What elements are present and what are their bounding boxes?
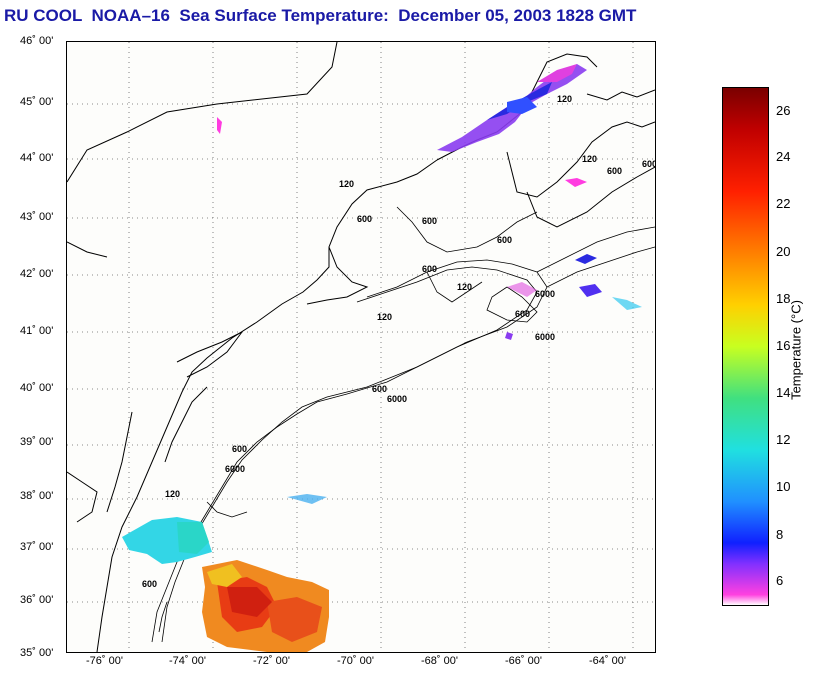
depth-label: 600 — [357, 214, 372, 224]
colorbar-tick: 14 — [776, 385, 791, 400]
lat-label: 40˚ 00' — [20, 382, 54, 394]
depth-label: 6000 — [225, 464, 245, 474]
lat-label: 35˚ 00' — [20, 647, 54, 659]
depth-label: 120 — [557, 94, 572, 104]
depth-label: 6000 — [535, 289, 555, 299]
coastline — [67, 42, 655, 652]
lat-label: 39˚ 00' — [20, 436, 54, 448]
lat-label: 41˚ 00' — [20, 325, 54, 337]
depth-label: 120 — [582, 154, 597, 164]
colorbar-tick: 12 — [776, 432, 791, 447]
lat-label: 43˚ 00' — [20, 211, 54, 223]
colorbar-tick: 24 — [776, 149, 791, 164]
lat-label: 46˚ 00' — [20, 35, 54, 47]
colorbar-tick: 16 — [776, 338, 791, 353]
colorbar-tick: 8 — [776, 527, 784, 542]
lat-label: 38˚ 00' — [20, 490, 54, 502]
depth-label: 600 — [422, 264, 437, 274]
lon-label: -76˚ 00' — [86, 655, 123, 667]
depth-label: 600 — [497, 235, 512, 245]
map-title: RU COOL NOAA–16 Sea Surface Temperature:… — [4, 6, 637, 25]
lon-label: -68˚ 00' — [421, 655, 458, 667]
colorbar-tick: 26 — [776, 103, 791, 118]
depth-label: 120 — [165, 489, 180, 499]
depth-label: 600 — [515, 309, 530, 319]
lat-label: 44˚ 00' — [20, 152, 54, 164]
depth-label: 600 — [372, 384, 387, 394]
depth-label: 6000 — [535, 332, 555, 342]
colorbar-tick: 10 — [776, 479, 791, 494]
depth-label: 120 — [457, 282, 472, 292]
bathymetry-labels: 120 600 600 600 6000 120 600 600 120 600… — [142, 94, 655, 589]
sst-map[interactable]: 120 600 600 600 6000 120 600 600 120 600… — [66, 41, 656, 653]
colorbar-tick: 20 — [776, 244, 791, 259]
sst-data — [122, 64, 642, 652]
depth-label: 600 — [232, 444, 247, 454]
colorbar-tick: 18 — [776, 291, 791, 306]
lat-label: 45˚ 00' — [20, 96, 54, 108]
depth-label: 6000 — [387, 394, 407, 404]
colorbar-tick: 22 — [776, 196, 791, 211]
lon-label: -72˚ 00' — [253, 655, 290, 667]
graticule — [67, 42, 655, 652]
depth-label: 120 — [377, 312, 392, 322]
depth-label: 600 — [607, 166, 622, 176]
temperature-colorbar — [722, 87, 769, 606]
lon-label: -74˚ 00' — [169, 655, 206, 667]
lon-label: -70˚ 00' — [337, 655, 374, 667]
lon-label: -66˚ 00' — [505, 655, 542, 667]
lat-label: 42˚ 00' — [20, 268, 54, 280]
colorbar-label: Temperature (°C) — [788, 300, 804, 400]
map-canvas: 120 600 600 600 6000 120 600 600 120 600… — [67, 42, 655, 652]
lat-label: 36˚ 00' — [20, 594, 54, 606]
lon-label: -64˚ 00' — [589, 655, 626, 667]
depth-label: 600 — [142, 579, 157, 589]
depth-label: 600 — [642, 159, 655, 169]
depth-label: 120 — [339, 179, 354, 189]
lat-label: 37˚ 00' — [20, 541, 54, 553]
depth-label: 600 — [422, 216, 437, 226]
colorbar-tick: 6 — [776, 573, 784, 588]
